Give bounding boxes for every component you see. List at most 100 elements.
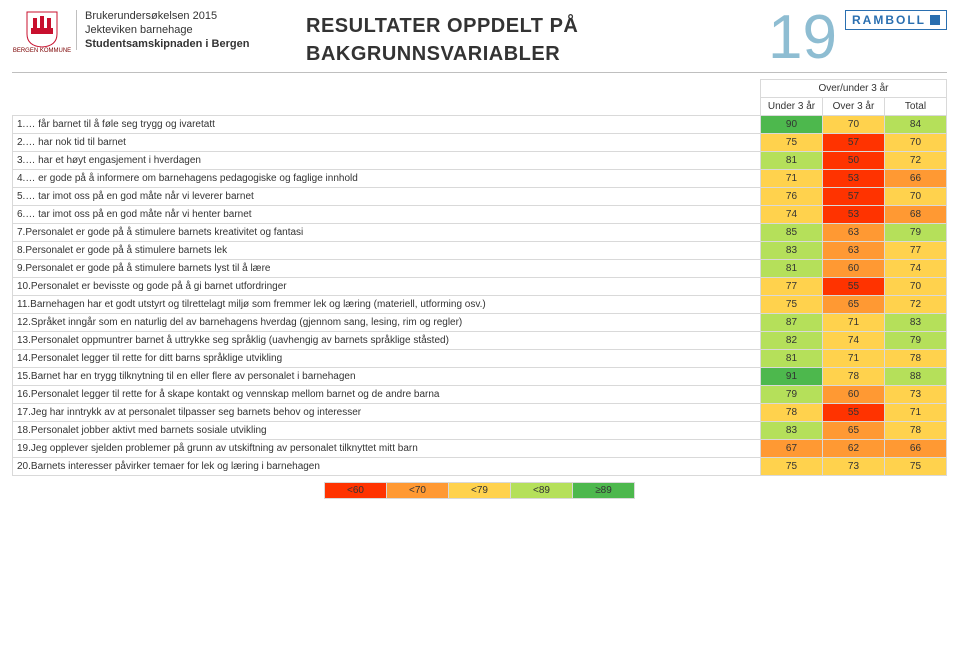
value-cell: 76 xyxy=(760,188,822,206)
row-label: 9.Personalet er gode på å stimulere barn… xyxy=(13,260,761,278)
row-label: 4.… er gode på å informere om barnehagen… xyxy=(13,170,761,188)
value-cell: 79 xyxy=(760,386,822,404)
shield-icon xyxy=(25,10,59,48)
row-label: 13.Personalet oppmuntrer barnet å uttryk… xyxy=(13,332,761,350)
value-cell: 60 xyxy=(822,260,884,278)
table-row: 2.… har nok tid til barnet755770 xyxy=(13,134,947,152)
value-cell: 85 xyxy=(760,224,822,242)
value-cell: 83 xyxy=(760,422,822,440)
value-cell: 75 xyxy=(884,458,946,476)
row-label: 14.Personalet legger til rette for ditt … xyxy=(13,350,761,368)
table-row: 15.Barnet har en trygg tilknytning til e… xyxy=(13,368,947,386)
value-cell: 83 xyxy=(760,242,822,260)
legend-cell: <70 xyxy=(387,483,449,499)
value-cell: 53 xyxy=(822,206,884,224)
row-label: 11.Barnehagen har et godt utstyrt og til… xyxy=(13,296,761,314)
table-row: 14.Personalet legger til rette for ditt … xyxy=(13,350,947,368)
value-cell: 71 xyxy=(884,404,946,422)
value-cell: 87 xyxy=(760,314,822,332)
table-row: 19.Jeg opplever sjelden problemer på gru… xyxy=(13,440,947,458)
row-label: 17.Jeg har inntrykk av at personalet til… xyxy=(13,404,761,422)
value-cell: 57 xyxy=(822,188,884,206)
value-cell: 78 xyxy=(822,368,884,386)
value-cell: 74 xyxy=(822,332,884,350)
value-cell: 65 xyxy=(822,422,884,440)
value-cell: 74 xyxy=(884,260,946,278)
page-title: RESULTATER OPPDELT PÅ BAKGRUNNSVARIABLER xyxy=(306,10,768,68)
value-cell: 70 xyxy=(884,134,946,152)
value-cell: 65 xyxy=(822,296,884,314)
row-label: 10.Personalet er bevisste og gode på å g… xyxy=(13,278,761,296)
value-cell: 75 xyxy=(760,134,822,152)
value-cell: 71 xyxy=(760,170,822,188)
value-cell: 66 xyxy=(884,440,946,458)
column-under3: Under 3 år xyxy=(760,98,822,116)
value-cell: 67 xyxy=(760,440,822,458)
value-cell: 78 xyxy=(760,404,822,422)
table-row: 18.Personalet jobber aktivt med barnets … xyxy=(13,422,947,440)
value-cell: 84 xyxy=(884,116,946,134)
value-cell: 73 xyxy=(822,458,884,476)
value-cell: 63 xyxy=(822,242,884,260)
row-label: 3.… har et høyt engasjement i hverdagen xyxy=(13,152,761,170)
row-label: 8.Personalet er gode på å stimulere barn… xyxy=(13,242,761,260)
value-cell: 71 xyxy=(822,314,884,332)
results-table: Over/under 3 år Under 3 år Over 3 år Tot… xyxy=(12,79,947,476)
survey-name: Brukerundersøkelsen 2015 xyxy=(85,10,306,22)
value-cell: 60 xyxy=(822,386,884,404)
value-cell: 70 xyxy=(884,278,946,296)
value-cell: 82 xyxy=(760,332,822,350)
row-label: 20.Barnets interesser påvirker temaer fo… xyxy=(13,458,761,476)
legend-cell: ≥89 xyxy=(573,483,635,499)
legend-cell: <89 xyxy=(511,483,573,499)
value-cell: 81 xyxy=(760,260,822,278)
row-label: 16.Personalet legger til rette for å ska… xyxy=(13,386,761,404)
table-row: 10.Personalet er bevisste og gode på å g… xyxy=(13,278,947,296)
table-row: 13.Personalet oppmuntrer barnet å uttryk… xyxy=(13,332,947,350)
brand-square-icon xyxy=(930,15,940,25)
logo-caption: BERGEN KOMMUNE xyxy=(13,48,71,54)
value-cell: 79 xyxy=(884,224,946,242)
table-row: 11.Barnehagen har et godt utstyrt og til… xyxy=(13,296,947,314)
row-label: 5.… tar imot oss på en god måte når vi l… xyxy=(13,188,761,206)
value-cell: 83 xyxy=(884,314,946,332)
column-total: Total xyxy=(884,98,946,116)
legend-cell: <79 xyxy=(449,483,511,499)
value-cell: 77 xyxy=(884,242,946,260)
header-meta: Brukerundersøkelsen 2015 Jekteviken barn… xyxy=(76,10,306,50)
value-cell: 70 xyxy=(822,116,884,134)
table-row: 12.Språket inngår som en naturlig del av… xyxy=(13,314,947,332)
table-row: 20.Barnets interesser påvirker temaer fo… xyxy=(13,458,947,476)
value-cell: 72 xyxy=(884,152,946,170)
value-cell: 88 xyxy=(884,368,946,386)
page-number: 19 xyxy=(768,10,837,66)
legend-cell: <60 xyxy=(325,483,387,499)
unit-name: Jekteviken barnehage xyxy=(85,24,306,36)
value-cell: 63 xyxy=(822,224,884,242)
value-cell: 91 xyxy=(760,368,822,386)
table-row: 7.Personalet er gode på å stimulere barn… xyxy=(13,224,947,242)
value-cell: 73 xyxy=(884,386,946,404)
table-row: 6.… tar imot oss på en god måte når vi h… xyxy=(13,206,947,224)
value-cell: 70 xyxy=(884,188,946,206)
municipality-logo: BERGEN KOMMUNE xyxy=(12,10,72,54)
value-cell: 50 xyxy=(822,152,884,170)
row-label: 19.Jeg opplever sjelden problemer på gru… xyxy=(13,440,761,458)
row-label: 1.… får barnet til å føle seg trygg og i… xyxy=(13,116,761,134)
page-header: BERGEN KOMMUNE Brukerundersøkelsen 2015 … xyxy=(12,10,947,73)
table-row: 17.Jeg har inntrykk av at personalet til… xyxy=(13,404,947,422)
org-name: Studentsamskipnaden i Bergen xyxy=(85,38,306,50)
table-row: 9.Personalet er gode på å stimulere barn… xyxy=(13,260,947,278)
row-label: 12.Språket inngår som en naturlig del av… xyxy=(13,314,761,332)
table-row: 16.Personalet legger til rette for å ska… xyxy=(13,386,947,404)
value-cell: 68 xyxy=(884,206,946,224)
row-label: 7.Personalet er gode på å stimulere barn… xyxy=(13,224,761,242)
value-cell: 71 xyxy=(822,350,884,368)
legend: <60<70<79<89≥89 xyxy=(12,482,947,499)
value-cell: 74 xyxy=(760,206,822,224)
column-over3: Over 3 år xyxy=(822,98,884,116)
value-cell: 81 xyxy=(760,152,822,170)
value-cell: 55 xyxy=(822,404,884,422)
row-label: 2.… har nok tid til barnet xyxy=(13,134,761,152)
value-cell: 72 xyxy=(884,296,946,314)
